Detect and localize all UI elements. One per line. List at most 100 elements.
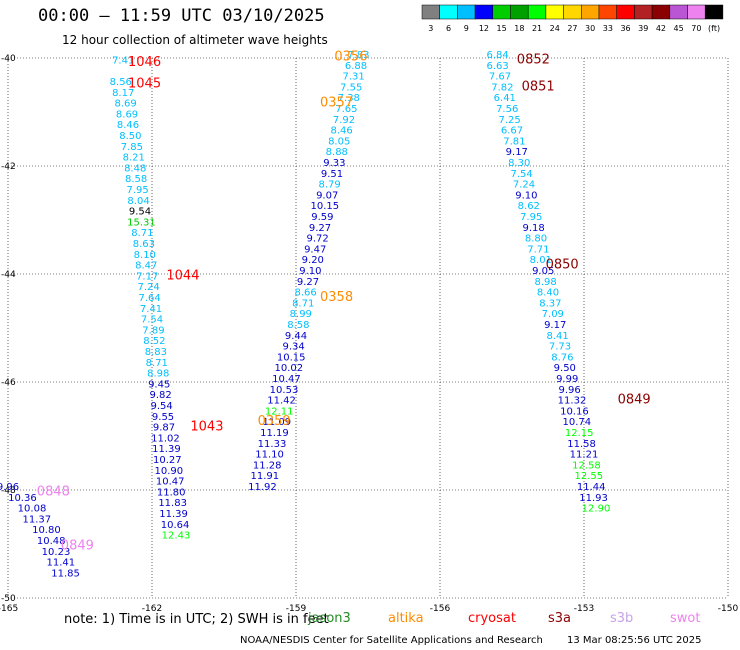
- time-label: 0850: [546, 258, 579, 273]
- wave-height-point: 9.54: [150, 401, 172, 412]
- time-label: 0359: [258, 414, 291, 429]
- wave-height-point: 6.88: [345, 61, 367, 72]
- colorbar-swatch: [563, 4, 582, 20]
- wave-height-point: 9.50: [554, 363, 576, 374]
- wave-height-point: 7.73: [549, 342, 571, 353]
- plot-grid: [7, 57, 729, 599]
- wave-height-point: 8.40: [537, 288, 559, 299]
- time-label: 0852: [517, 52, 550, 67]
- colorbar-swatch: [598, 4, 617, 20]
- wave-height-point: 7.83: [347, 50, 369, 61]
- data-points: 7.418.568.178.698.698.468.507.858.218.48…: [0, 50, 610, 579]
- wave-height-point: 12.55: [574, 471, 603, 482]
- wave-height-point: 12.43: [162, 531, 191, 542]
- x-tick-label: -150: [718, 604, 739, 614]
- wave-height-point: 8.69: [116, 109, 138, 120]
- wave-height-point: 7.24: [138, 282, 160, 293]
- colorbar-swatch: [457, 4, 476, 20]
- colorbar-swatch: [651, 4, 671, 20]
- time-label: 1046: [128, 55, 161, 70]
- wave-height-point: 8.37: [539, 298, 561, 309]
- wave-height-point: 11.42: [267, 396, 296, 407]
- wave-height-point: 6.84: [486, 50, 508, 61]
- wave-height-point: 10.23: [42, 547, 71, 558]
- wave-height-point: 7.54: [510, 169, 532, 180]
- time-label: 1043: [190, 420, 223, 435]
- colorbar-label: 12: [479, 24, 489, 33]
- wave-height-point: 11.33: [258, 439, 287, 450]
- wave-height-point: 10.36: [8, 493, 37, 504]
- wave-height-point: 9.20: [302, 255, 324, 266]
- wave-height-point: 9.59: [311, 212, 333, 223]
- colorbar-swatch: [634, 4, 653, 20]
- colorbar-label: 21: [532, 24, 542, 33]
- wave-height-point: 9.45: [148, 379, 170, 390]
- wave-height-point: 11.19: [260, 428, 289, 439]
- wave-height-point: 7.54: [141, 315, 163, 326]
- wave-height-point: 7.89: [142, 325, 164, 336]
- wave-height-point: 9.51: [321, 169, 343, 180]
- wave-height-point: 7.67: [489, 72, 511, 83]
- wave-height-point: 8.10: [134, 250, 156, 261]
- wave-height-point: 8.71: [131, 228, 153, 239]
- wave-height-point: 9.34: [282, 342, 304, 353]
- wave-height-point: 15.31: [127, 217, 156, 228]
- legend-altika: altika: [388, 611, 424, 626]
- wave-height-point: 10.74: [562, 417, 591, 428]
- wave-height-point: 7.82: [491, 82, 513, 93]
- colorbar-swatch: [545, 4, 564, 20]
- wave-height-point: 8.47: [135, 261, 157, 272]
- colorbar-swatch: [421, 4, 440, 20]
- y-tick-label: -46: [1, 378, 16, 388]
- wave-height-point: 9.33: [323, 158, 345, 169]
- wave-height-point: 9.10: [515, 190, 537, 201]
- wave-height-point: 9.47: [304, 244, 326, 255]
- wave-height-point: 11.91: [250, 471, 279, 482]
- wave-height-point: 9.27: [297, 277, 319, 288]
- wave-height-point: 8.50: [119, 131, 141, 142]
- wave-height-point: 9.96: [558, 385, 580, 396]
- wave-height-point: 6.63: [486, 61, 508, 72]
- wave-height-point: 11.41: [46, 558, 75, 569]
- wave-height-point: 7.56: [496, 104, 518, 115]
- wave-height-point: 11.80: [157, 487, 186, 498]
- wave-height-point: 6.67: [501, 126, 523, 137]
- wave-height-point: 7.24: [513, 180, 535, 191]
- colorbar-swatch: [492, 4, 511, 20]
- wave-height-point: 11.02: [151, 433, 180, 444]
- wave-height-point: 7.95: [520, 212, 542, 223]
- wave-height-point: 8.98: [147, 369, 169, 380]
- wave-height-point: 7.92: [333, 115, 355, 126]
- colorbar-label: 15: [497, 24, 507, 33]
- colorbar-label: (ft): [708, 24, 720, 33]
- wave-height-point: 7.55: [340, 82, 362, 93]
- wave-height-point: 8.88: [326, 147, 348, 158]
- wave-height-point: 8.04: [127, 196, 149, 207]
- wave-height-point: 9.82: [150, 390, 172, 401]
- wave-height-point: 11.92: [248, 482, 277, 493]
- wave-height-point: 7.38: [338, 93, 360, 104]
- y-tick-label: -48: [1, 486, 16, 496]
- wave-height-point: 11.58: [567, 439, 596, 450]
- wave-height-point: 8.66: [294, 288, 316, 299]
- wave-height-point: 7.65: [335, 104, 357, 115]
- wave-height-point: 8.58: [287, 320, 309, 331]
- time-label: 0358: [320, 290, 353, 305]
- colorbar-label: 3: [428, 24, 433, 33]
- wave-height-point: 9.72: [306, 234, 328, 245]
- wave-height-point: 7.17: [136, 271, 158, 282]
- wave-height-point: 11.39: [159, 509, 188, 520]
- time-label: 1044: [166, 268, 199, 283]
- x-tick-label: -162: [142, 604, 162, 614]
- wave-height-point: 9.18: [522, 223, 544, 234]
- wave-height-point: 9.55: [152, 412, 174, 423]
- wave-height-point: 10.90: [154, 466, 183, 477]
- wave-height-point: 8.17: [112, 88, 134, 99]
- wave-height-point: 9.05: [532, 266, 554, 277]
- wave-height-point: 11.39: [152, 444, 181, 455]
- wave-height-point: 10.53: [270, 385, 299, 396]
- wave-height-point: 7.81: [503, 136, 525, 147]
- colorbar-swatch: [474, 4, 494, 20]
- wave-height-point: 10.15: [310, 201, 339, 212]
- wave-height-point: 11.21: [570, 450, 599, 461]
